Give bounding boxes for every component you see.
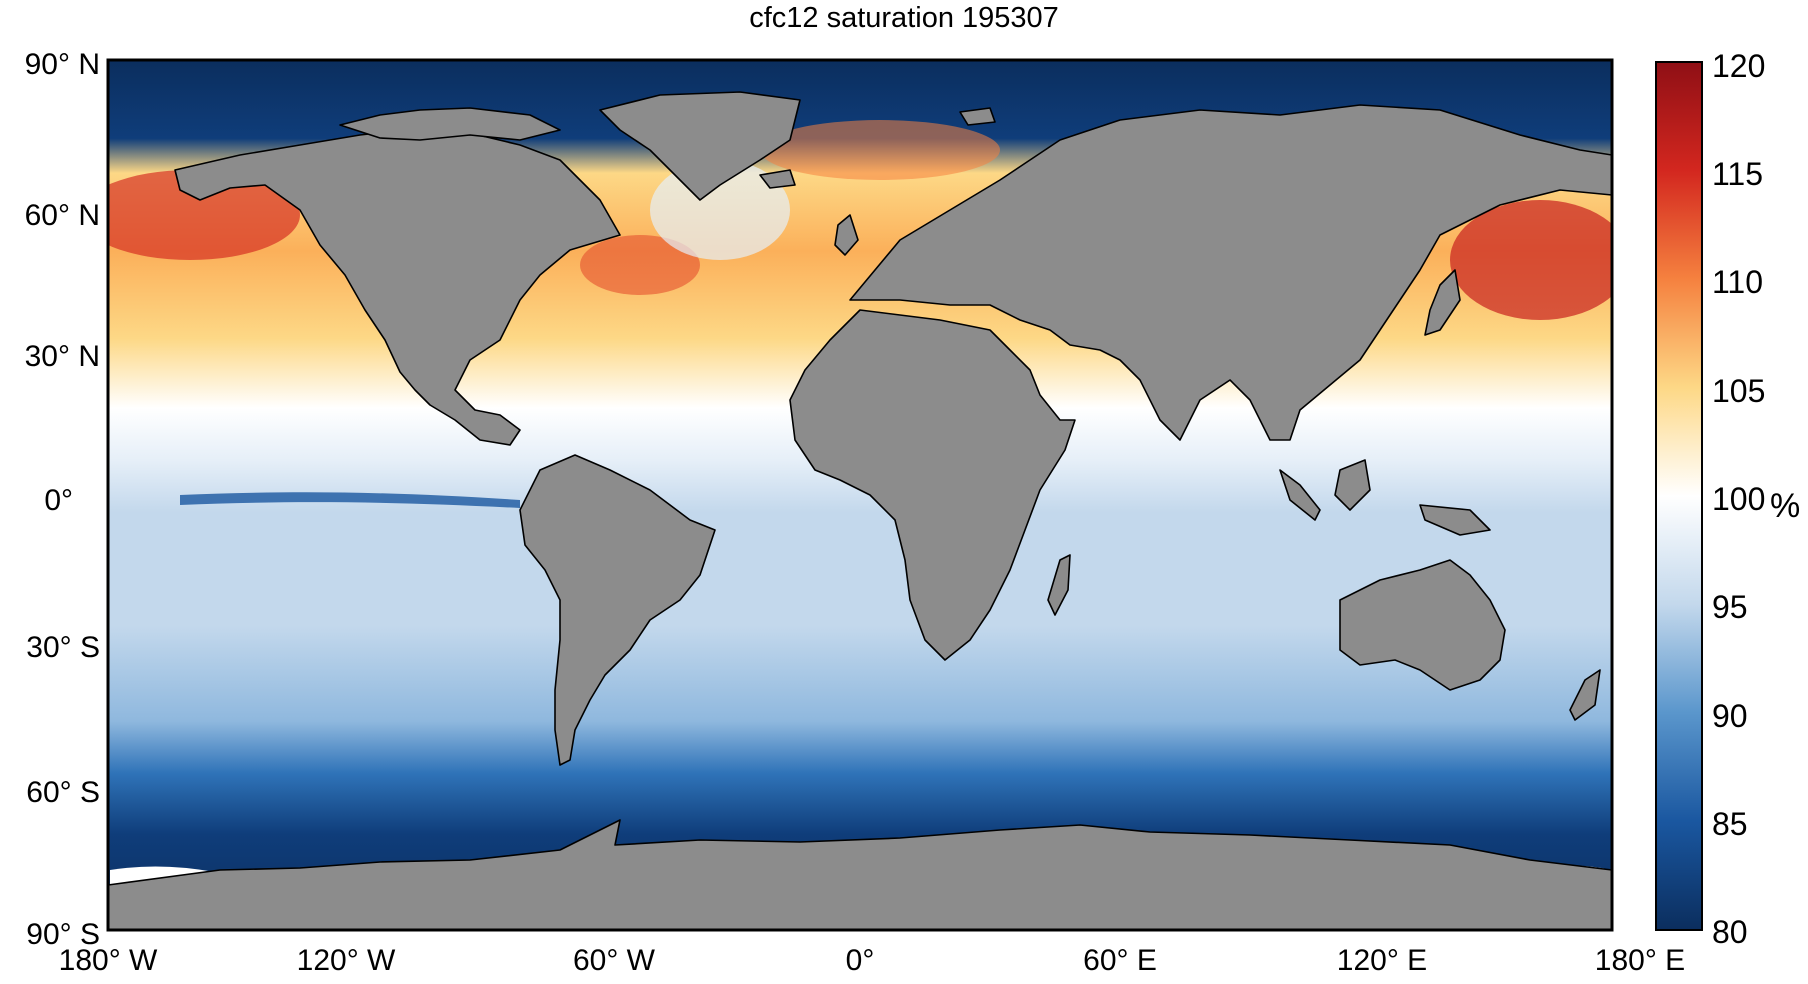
y-tick-60n: 60° N [24,199,100,232]
land-british-isles [834,214,859,256]
land-canadian-arctic-islands [339,107,561,141]
north-pacific-warm-anomaly [108,170,300,260]
equatorial-pacific-cold-band [180,492,520,508]
colorbar-tick-85: 85 [1712,806,1748,842]
land-afro-eurasia [789,104,1612,661]
x-tick-180e: 180° E [1594,944,1686,977]
land-antarctica [108,819,1612,930]
colorbar-tick-105: 105 [1712,373,1766,409]
y-tick-30s: 30° S [26,631,100,664]
labrador-sea-warm-anomaly [580,235,700,295]
map-title: cfc12 saturation 195307 [749,2,1059,34]
colorbar-tick-80: 80 [1712,914,1748,950]
land-australia [1339,559,1506,691]
colorbar-tick-90: 90 [1712,698,1748,734]
land-sumatra [1279,469,1321,521]
x-tick-60e: 60° E [1083,944,1157,977]
x-tick-0: 0° [845,944,875,977]
land-north-america [174,127,621,446]
land-madagascar [1047,554,1071,616]
land-svalbard [959,107,996,126]
land-japan [1424,269,1461,336]
map-axes-frame [106,58,1614,932]
land-borneo [1334,459,1371,511]
colorbar-tick-115: 115 [1712,156,1764,192]
norwegian-sea-warm-anomaly [760,120,1000,180]
colorbar-tick-110: 110 [1712,264,1764,300]
x-tick-120w: 120° W [296,944,396,977]
colorbar [1655,61,1703,931]
y-tick-90n: 90° N [24,48,100,81]
x-tick-120e: 120° E [1336,944,1428,977]
colorbar-tick-100: 100 [1712,481,1766,517]
land-new-guinea [1419,504,1491,536]
northwest-pacific-warm-anomaly [1450,200,1612,320]
y-tick-90s: 90° S [26,918,100,951]
y-tick-0: 0° [44,484,73,517]
y-tick-30n: 30° N [24,340,100,373]
colorbar-unit-label: % [1770,487,1801,525]
x-tick-180w: 180° W [58,944,158,977]
land-new-zealand [1569,669,1601,721]
y-tick-60s: 60° S [26,776,100,809]
colorbar-tick-120: 120 [1712,48,1766,84]
colorbar-tick-95: 95 [1712,589,1748,625]
land-greenland [599,91,801,201]
land-iceland [759,169,796,189]
x-tick-60w: 60° W [572,944,656,977]
land-south-america [519,454,716,766]
